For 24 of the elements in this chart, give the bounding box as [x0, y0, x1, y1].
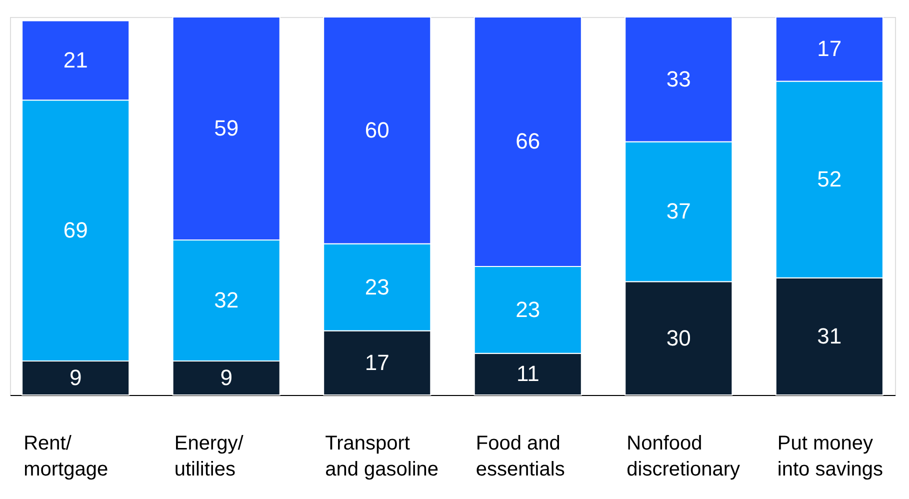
data-label: 9	[69, 364, 82, 390]
data-label: 69	[63, 218, 88, 243]
data-label: 11	[516, 361, 540, 386]
data-label: 33	[666, 66, 691, 92]
data-label: 21	[63, 47, 88, 72]
data-label: 17	[364, 350, 390, 375]
x-tick-label: Rent/ mortgage	[24, 432, 108, 480]
data-label: 52	[817, 166, 842, 192]
data-label: 60	[364, 117, 390, 142]
x-tick-label: Transport and gasoline	[325, 432, 439, 480]
data-label: 23	[364, 274, 390, 300]
data-label: 23	[516, 296, 540, 322]
data-label: 30	[666, 325, 691, 350]
data-label: 32	[214, 288, 239, 312]
data-label: 37	[666, 198, 691, 224]
data-label: 66	[516, 128, 540, 154]
data-label: 31	[817, 323, 842, 348]
data-label: 17	[817, 36, 842, 62]
x-tick-label: Food and essentials	[476, 432, 565, 480]
x-tick-label: Energy/ utilities	[174, 432, 244, 480]
data-label: 9	[220, 364, 232, 390]
x-tick-label: Put money into savings	[777, 432, 884, 480]
data-label: 59	[214, 116, 239, 141]
x-tick-label: Nonfood discretionary	[626, 432, 740, 480]
